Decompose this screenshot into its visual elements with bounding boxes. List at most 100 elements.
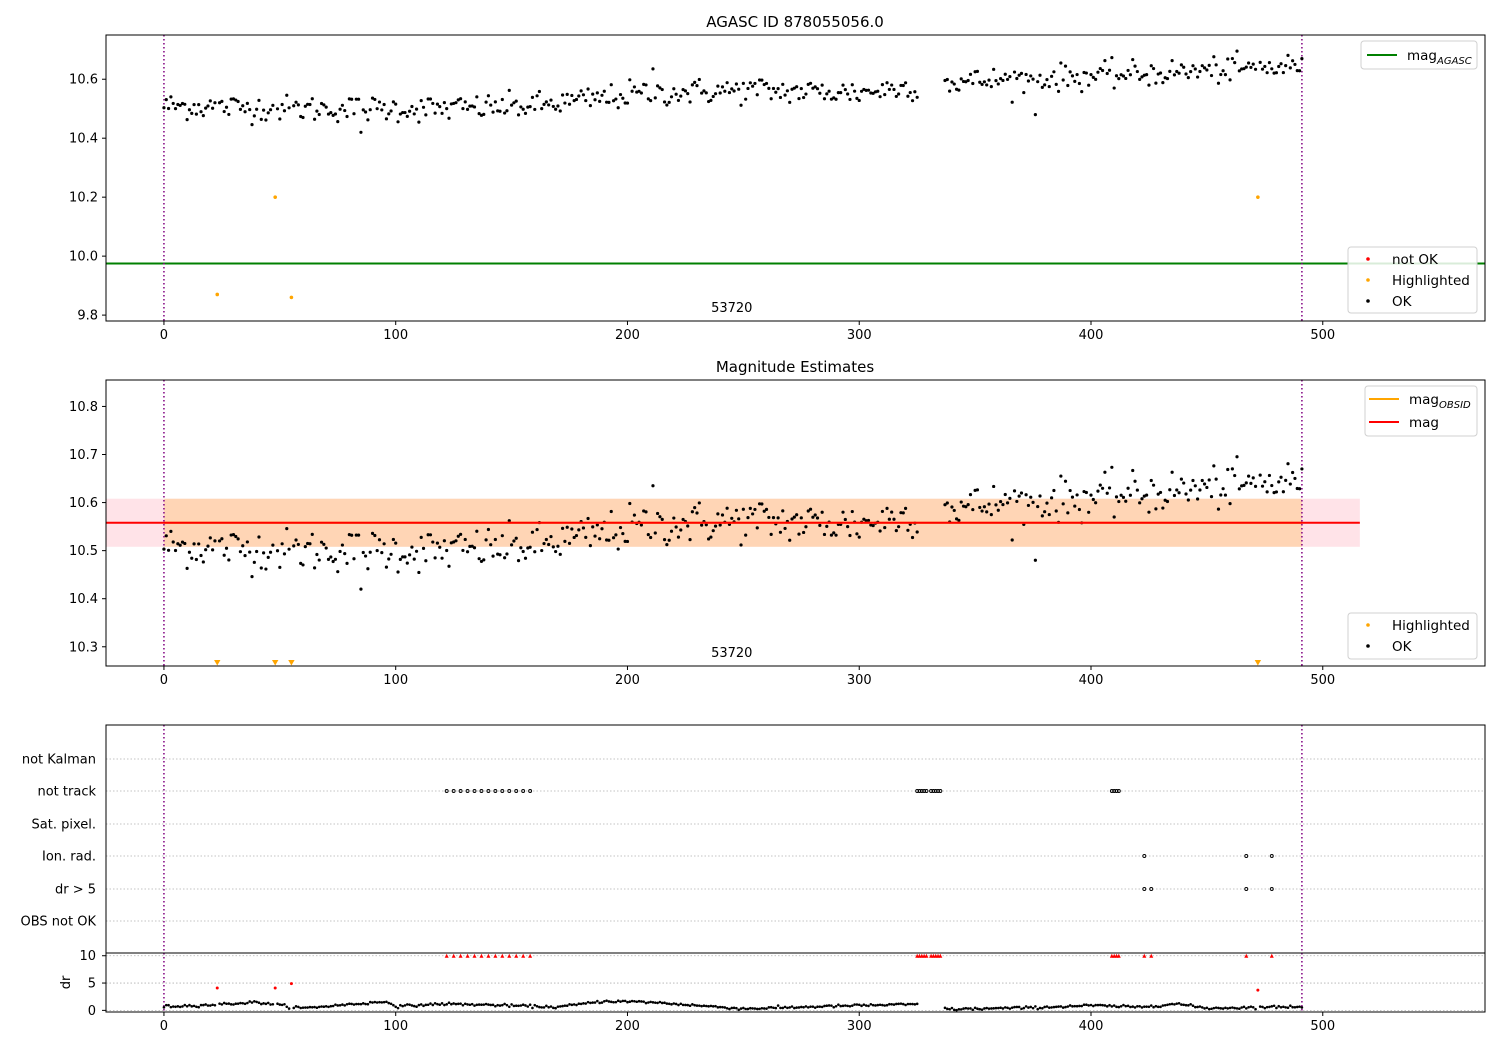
dr-point <box>183 1003 187 1007</box>
ok-point <box>1114 74 1119 78</box>
ok-point <box>855 96 859 101</box>
ok-point <box>505 552 509 556</box>
ok-point <box>1277 480 1281 484</box>
dr-point <box>1159 1005 1162 1009</box>
dr-point <box>774 1006 778 1010</box>
dr-point <box>1300 1006 1304 1009</box>
ok-point <box>308 102 312 107</box>
flag-marker <box>444 789 449 793</box>
dr-point <box>878 1003 882 1007</box>
dr-point <box>827 1004 831 1007</box>
ok-point <box>299 561 303 565</box>
ok-point <box>1226 467 1230 472</box>
ok-point <box>262 108 266 112</box>
ok-point <box>363 110 368 114</box>
ok-point <box>1145 493 1149 497</box>
ok-point <box>547 542 551 547</box>
flag-marker <box>1114 789 1119 793</box>
dr-point <box>1089 1003 1093 1007</box>
ok-point <box>382 542 386 546</box>
dr-point <box>797 1006 801 1009</box>
dr-point <box>700 1004 703 1008</box>
dr-point <box>772 1006 775 1010</box>
mag-axes-frame <box>105 379 1486 667</box>
ok-point <box>945 501 949 505</box>
ok-point <box>593 534 597 538</box>
dr-point <box>804 1005 808 1008</box>
dr-point <box>904 1003 907 1007</box>
ok-point <box>915 530 919 534</box>
ok-point <box>1196 497 1200 501</box>
dr-point <box>287 1007 291 1010</box>
ok-point <box>357 533 361 537</box>
ok-point <box>1172 493 1177 498</box>
ok-point <box>262 551 266 555</box>
ok-point <box>727 90 732 95</box>
ok-point <box>630 89 634 93</box>
dr-point <box>732 1006 736 1010</box>
ok-point <box>370 531 375 535</box>
ok-point <box>1233 61 1237 65</box>
dr-point <box>969 1007 972 1010</box>
ok-point <box>1066 511 1070 515</box>
dr-point <box>206 1004 210 1007</box>
dr-clipped-marker <box>465 953 470 958</box>
ok-point <box>1212 55 1216 59</box>
dr-point <box>647 1001 650 1004</box>
dr-point <box>190 1005 194 1008</box>
ok-point <box>489 543 493 547</box>
dr-point <box>881 1003 884 1007</box>
ok-point <box>769 532 773 536</box>
dr-clipped-marker <box>1116 953 1121 958</box>
ok-point <box>1202 66 1207 70</box>
ok-point <box>971 507 975 512</box>
dr-point <box>871 1003 875 1007</box>
dr-point <box>343 1004 347 1007</box>
dr-point <box>602 999 606 1003</box>
ok-point <box>811 515 815 519</box>
ok-point <box>164 534 168 538</box>
ok-point <box>343 108 347 113</box>
dr-point <box>1092 1004 1095 1008</box>
ok-point <box>199 553 203 558</box>
dr-point <box>269 1003 272 1006</box>
ok-point <box>438 545 442 549</box>
ok-point <box>1075 493 1079 497</box>
ok-point <box>1293 476 1297 481</box>
ok-point <box>377 100 382 104</box>
dr-point <box>674 1002 678 1006</box>
dr-point <box>517 1004 520 1008</box>
dr-point <box>739 1007 743 1010</box>
dr-point <box>609 1000 613 1004</box>
ok-point <box>336 120 340 124</box>
ok-point <box>892 517 896 521</box>
dr-clipped-marker <box>472 953 477 958</box>
dr-point <box>496 1003 499 1007</box>
ok-point <box>477 557 481 561</box>
ok-point <box>338 549 342 554</box>
dr-point <box>1075 1004 1079 1008</box>
ok-point <box>952 82 956 86</box>
dr-point <box>579 1002 583 1006</box>
dr-point <box>653 1001 657 1004</box>
ok-point <box>454 101 458 105</box>
flags-xtick-label: 0 <box>160 1019 168 1034</box>
ok-point <box>162 547 166 551</box>
dr-point <box>1205 1006 1209 1010</box>
ok-point <box>672 516 676 520</box>
ok-point <box>275 107 280 111</box>
dr-point <box>1054 1005 1058 1009</box>
dr-point <box>1224 1006 1227 1010</box>
ok-point <box>250 123 254 127</box>
dr-point <box>292 1006 296 1010</box>
dr-point <box>874 1004 877 1007</box>
ok-point <box>813 513 817 517</box>
ok-point <box>514 536 518 540</box>
ok-point <box>859 89 864 93</box>
ok-point <box>1235 455 1239 459</box>
ok-point <box>303 544 307 549</box>
dr-point <box>315 1006 319 1010</box>
ok-point <box>1151 66 1156 71</box>
dr-point <box>825 1004 829 1008</box>
ok-point <box>1263 480 1267 484</box>
